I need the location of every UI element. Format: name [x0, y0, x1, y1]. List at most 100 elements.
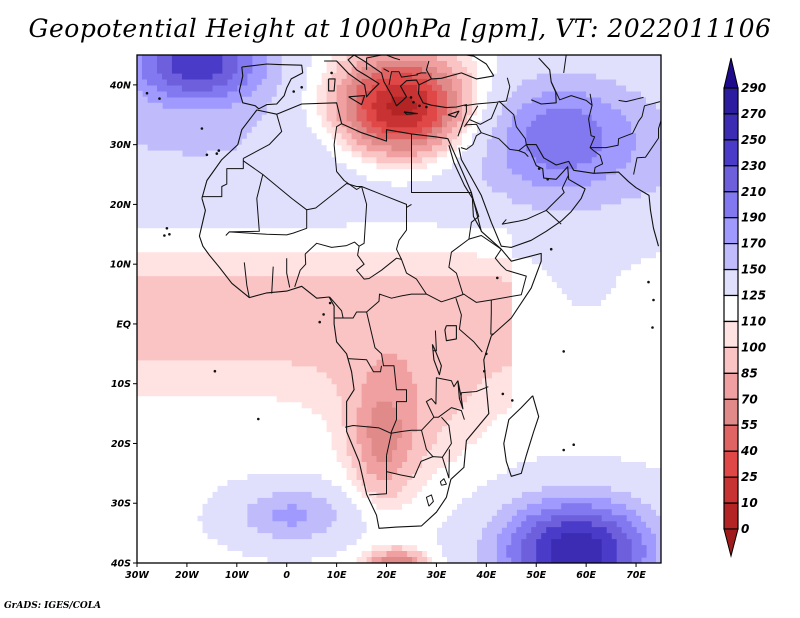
y-axis-ticks: 40N 30N 20N 10N EQ 10S 20S 30S 40S: [109, 80, 137, 570]
country-border: [448, 449, 450, 479]
island: [409, 96, 413, 99]
colorbar-label: 10: [741, 496, 758, 510]
x-tick-label: 30W: [125, 570, 149, 581]
field-band-0: [137, 55, 657, 563]
country-border: [633, 120, 661, 175]
country-border: [441, 416, 452, 458]
island: [158, 97, 161, 100]
country-border: [243, 114, 283, 159]
geopotential-field: [137, 55, 661, 563]
colorbar-label: 125: [741, 289, 766, 303]
coastlines-and-borders: [145, 55, 661, 529]
country-border: [344, 425, 392, 434]
x-tick-label: 50E: [526, 570, 546, 581]
country-border: [333, 123, 342, 145]
y-tick-label: EQ: [116, 319, 131, 330]
y-tick-label: 20N: [110, 200, 131, 211]
arabia-coast: [458, 144, 586, 248]
colorbar-label: 250: [741, 133, 766, 147]
colorbar-swatch: [723, 346, 739, 374]
island: [213, 369, 217, 373]
island: [562, 448, 565, 452]
country-border: [347, 358, 382, 373]
island: [652, 298, 655, 302]
country-border: [286, 258, 291, 288]
island: [168, 233, 171, 236]
country-border: [460, 132, 482, 150]
island: [501, 392, 505, 396]
country-border: [386, 432, 392, 456]
country-border: [356, 246, 402, 280]
country-border: [518, 150, 529, 157]
island: [257, 417, 260, 421]
colorbar-swatch: [723, 165, 739, 193]
colorbar-swatch: [723, 113, 739, 141]
country-border: [550, 81, 593, 106]
colorbar-swatch: [723, 450, 739, 478]
field-band-1: [142, 55, 647, 563]
island: [165, 227, 169, 230]
country-border: [416, 72, 427, 75]
lake-victoria: [444, 325, 457, 342]
field-band-15: [551, 533, 602, 563]
colorbar-swatch: [723, 424, 739, 452]
colorbar-swatch: [723, 269, 739, 297]
country-border: [366, 311, 465, 434]
x-tick-label: 0: [283, 570, 290, 581]
country-border: [501, 209, 547, 225]
country-border: [455, 298, 483, 353]
country-border: [333, 144, 362, 190]
island: [418, 104, 421, 108]
country-border: [432, 330, 437, 352]
island: [549, 247, 553, 251]
italy-coast: [324, 55, 380, 98]
x-tick-label: 10E: [327, 570, 347, 581]
colorbar-swatch: [723, 243, 739, 271]
x-tick-label: 60E: [576, 570, 596, 581]
country-border: [386, 55, 401, 61]
country-border: [469, 102, 499, 125]
field-band-12: [361, 72, 437, 134]
y-tick-label: 40N: [109, 80, 131, 91]
country-border: [618, 96, 644, 103]
island: [647, 280, 650, 284]
island: [318, 320, 322, 324]
colorbar-swatch: [723, 372, 739, 400]
country-border: [563, 55, 567, 73]
field-band-6: [137, 55, 661, 563]
country-border: [425, 494, 434, 507]
country-border: [271, 266, 274, 294]
country-border: [460, 386, 489, 399]
field-band-13: [371, 84, 428, 128]
island: [496, 276, 499, 280]
crete: [403, 111, 419, 115]
country-border: [498, 100, 527, 145]
chart-title: Geopotential Height at 1000hPa [gpm], VT…: [28, 14, 772, 43]
colorbar-label: 170: [741, 237, 766, 251]
island: [328, 301, 332, 305]
country-border: [294, 253, 307, 288]
colorbar-label: 85: [741, 366, 758, 380]
field-band-11: [356, 67, 447, 563]
island: [425, 105, 428, 109]
turkey-coast: [417, 84, 467, 137]
country-border: [329, 296, 344, 319]
colorbar-label: 290: [741, 81, 766, 95]
y-tick-label: 10N: [110, 260, 131, 271]
country-border: [358, 186, 368, 247]
lake-malawi: [457, 380, 464, 410]
colorbar: 0 10 25 40 55 70 85 100 110 125 150 170 190 210 230 250…: [723, 57, 766, 558]
country-border: [468, 235, 502, 250]
iran-coast: [526, 144, 660, 247]
colorbar-label: 230: [741, 159, 766, 173]
y-tick-label: 10S: [111, 379, 131, 390]
x-tick-label: 10W: [225, 570, 249, 581]
x-axis-ticks: 30W 20W 10W 0 10E 20E 30E 40E 50E 60E 70E: [125, 563, 646, 581]
colorbar-swatch: [723, 502, 739, 530]
country-border: [243, 262, 250, 298]
field-band-9: [336, 55, 462, 563]
balkans-coast: [353, 55, 432, 107]
country-border: [201, 158, 244, 198]
colorbar-swatch: [723, 398, 739, 426]
country-border: [396, 204, 492, 303]
